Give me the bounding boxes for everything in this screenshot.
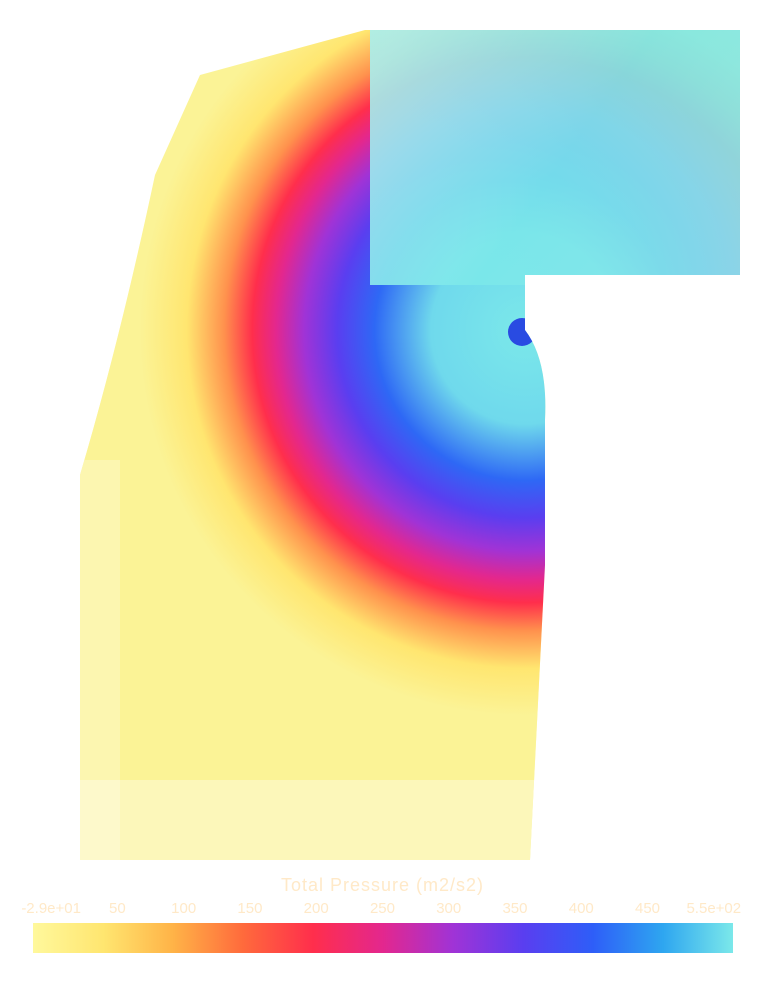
legend: Total Pressure (m2/s2) -2.9e+01 50 100 1… [0, 875, 765, 995]
legend-tick: 100 [151, 900, 217, 917]
pressure-field-plot [0, 0, 765, 870]
legend-tick: 400 [548, 900, 614, 917]
legend-tick: -2.9e+01 [18, 900, 84, 917]
colorbar [33, 923, 733, 953]
legend-tick: 150 [217, 900, 283, 917]
legend-tick: 300 [416, 900, 482, 917]
field-svg [0, 0, 765, 870]
legend-tick: 450 [614, 900, 680, 917]
legend-ticks: -2.9e+01 50 100 150 200 250 300 350 400 … [0, 900, 765, 917]
legend-tick: 250 [349, 900, 415, 917]
legend-tick: 50 [84, 900, 150, 917]
legend-tick: 350 [482, 900, 548, 917]
legend-title: Total Pressure (m2/s2) [0, 875, 765, 896]
legend-tick: 5.5e+02 [681, 900, 747, 917]
legend-tick: 200 [283, 900, 349, 917]
